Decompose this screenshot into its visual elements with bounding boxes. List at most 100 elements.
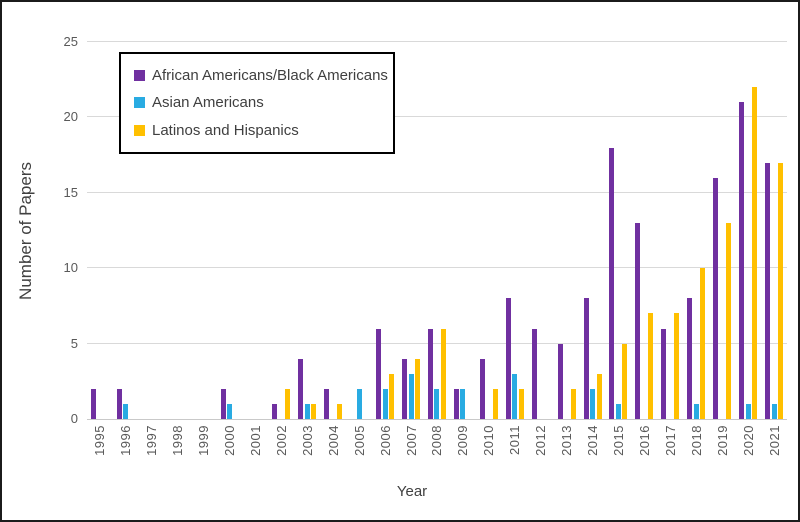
bar-series2-2003 <box>304 403 310 419</box>
x-tick-text: 2000 <box>222 425 238 456</box>
x-tick-label: 1999 <box>191 425 217 471</box>
x-tick-label: 1996 <box>113 425 139 471</box>
bar-series1-1996 <box>116 388 122 419</box>
gridline <box>87 191 787 193</box>
bar-group-2011 <box>502 42 528 419</box>
legend-label: Latinos and Hispanics <box>152 121 299 139</box>
bar-group-2009 <box>450 42 476 419</box>
x-tick-text: 2009 <box>455 425 471 456</box>
bar-series3-2014 <box>596 373 602 419</box>
gridline <box>87 267 787 269</box>
x-tick-label: 2006 <box>372 425 398 471</box>
y-axis-title-text: Number of Papers <box>16 161 35 300</box>
y-tick-label: 20 <box>63 109 78 125</box>
bar-series1-2008 <box>427 328 433 419</box>
bar-series3-2006 <box>389 373 395 419</box>
y-tick-label: 25 <box>63 34 78 49</box>
x-tick-label: 2002 <box>268 425 294 471</box>
bar-group-2021 <box>761 42 787 419</box>
legend-item: Latinos and Hispanics <box>134 122 385 139</box>
x-tick-label: 2018 <box>683 425 709 471</box>
x-tick-text: 2006 <box>377 425 393 456</box>
gridline <box>87 116 787 118</box>
bar-group-2014 <box>580 42 606 419</box>
bar-series1-2009 <box>453 388 459 419</box>
gridline <box>87 342 787 344</box>
bar-group-1996 <box>113 42 139 419</box>
bar-series3-2017 <box>674 313 680 419</box>
x-tick-label: 2019 <box>709 425 735 471</box>
bar-group-2019 <box>709 42 735 419</box>
legend-label: Asian Americans <box>152 94 264 112</box>
bar-group-2008 <box>424 42 450 419</box>
x-tick-text: 1998 <box>170 425 186 456</box>
bar-series1-2000 <box>220 388 226 419</box>
x-tick-text: 1996 <box>118 425 134 456</box>
plot-area <box>87 41 787 420</box>
bar-series1-2004 <box>324 388 330 419</box>
legend-marker-icon <box>134 70 145 82</box>
bar-series2-2014 <box>590 388 596 419</box>
x-tick-text: 2016 <box>636 425 652 456</box>
x-tick-label: 2020 <box>735 425 761 471</box>
x-tick-text: 2018 <box>688 425 704 456</box>
bar-series2-2015 <box>615 403 621 419</box>
bar-series1-2013 <box>557 343 563 419</box>
bar-series1-2012 <box>531 328 537 419</box>
bar-series3-2010 <box>492 388 498 419</box>
bar-group-2012 <box>528 42 554 419</box>
x-tick-label: 2004 <box>320 425 346 471</box>
y-axis-title: Number of Papers <box>12 42 40 419</box>
y-tick-label: 0 <box>70 411 78 426</box>
bar-groups <box>87 42 787 419</box>
bar-group-2000 <box>217 42 243 419</box>
x-tick-label: 2008 <box>424 425 450 471</box>
bar-group-2006 <box>372 42 398 419</box>
x-tick-text: 2014 <box>585 425 601 456</box>
x-tick-label: 2016 <box>631 425 657 471</box>
bar-series1-2018 <box>687 298 693 419</box>
bar-group-2004 <box>320 42 346 419</box>
x-tick-text: 2017 <box>662 425 678 456</box>
bar-group-2010 <box>476 42 502 419</box>
bar-series2-2018 <box>693 403 699 419</box>
bar-series3-2018 <box>700 268 706 419</box>
bar-series3-2008 <box>440 328 446 419</box>
x-tick-text: 1995 <box>92 425 108 456</box>
bar-series2-2011 <box>512 373 518 419</box>
x-tick-label: 1995 <box>87 425 113 471</box>
bar-group-1995 <box>87 42 113 419</box>
bar-series3-2021 <box>778 162 784 419</box>
bar-series2-1996 <box>123 403 129 419</box>
x-tick-text: 2020 <box>740 425 756 456</box>
bar-series3-2015 <box>622 343 628 419</box>
bar-series2-2020 <box>745 403 751 419</box>
x-tick-text: 2019 <box>714 425 730 456</box>
bar-series1-2003 <box>298 358 304 419</box>
bar-group-2015 <box>606 42 632 419</box>
bar-series1-2017 <box>661 328 667 419</box>
x-tick-label: 2017 <box>657 425 683 471</box>
bar-series1-2019 <box>713 177 719 419</box>
legend-label: African Americans/Black Americans <box>152 67 388 85</box>
bar-group-2013 <box>554 42 580 419</box>
x-tick-label: 2012 <box>528 425 554 471</box>
bar-series2-2021 <box>771 403 777 419</box>
x-tick-text: 1997 <box>144 425 160 456</box>
legend-item: Asian Americans <box>134 94 385 111</box>
bar-series3-2013 <box>570 388 576 419</box>
x-tick-text: 2010 <box>481 425 497 456</box>
x-tick-text: 2013 <box>559 425 575 456</box>
bar-series2-2008 <box>434 388 440 419</box>
bar-group-2007 <box>398 42 424 419</box>
bar-series2-2000 <box>227 403 233 419</box>
x-tick-label: 2010 <box>476 425 502 471</box>
x-tick-label: 2015 <box>606 425 632 471</box>
bar-series1-1995 <box>90 388 96 419</box>
x-tick-text: 2008 <box>429 425 445 456</box>
legend-marker-icon <box>134 124 145 136</box>
bar-series1-2015 <box>609 147 615 419</box>
bar-series3-2007 <box>415 358 421 419</box>
bar-series2-2005 <box>356 388 362 419</box>
